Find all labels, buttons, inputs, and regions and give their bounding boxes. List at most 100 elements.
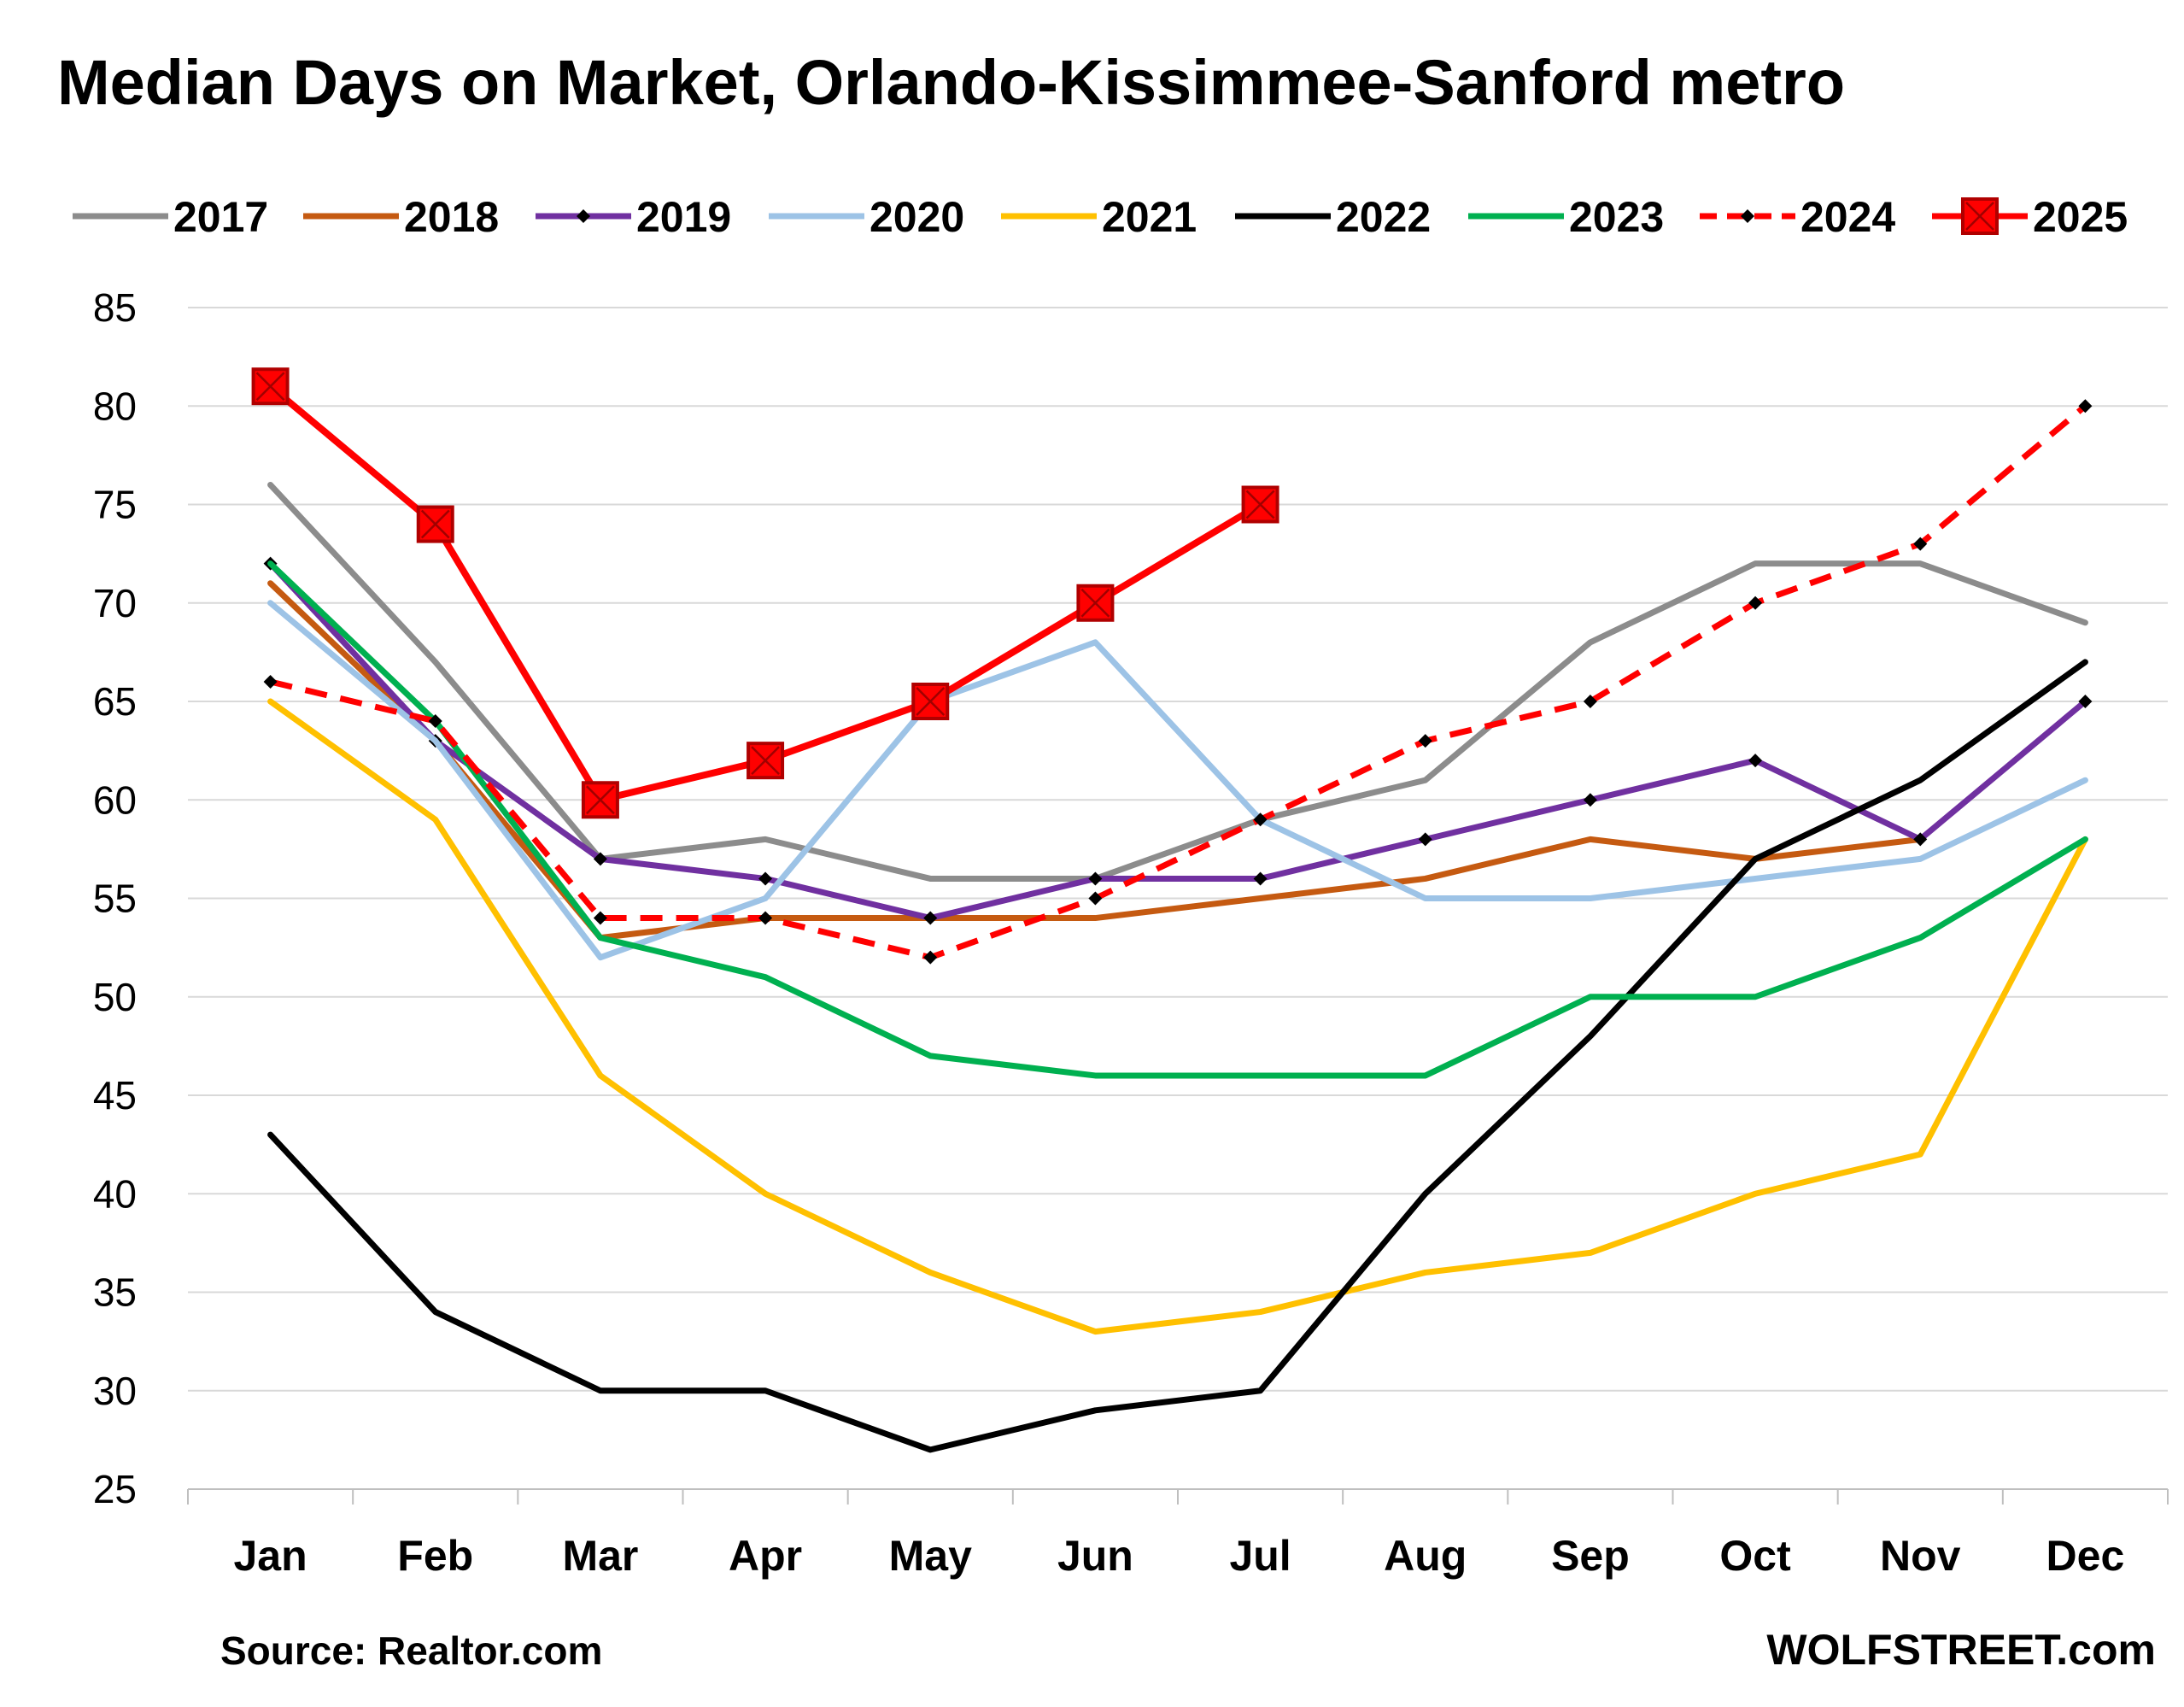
data-point-2025 (251, 367, 290, 406)
series-2022 (267, 659, 2088, 1453)
series-line-2018 (267, 580, 1923, 941)
gridlines (188, 307, 2168, 1392)
legend-label: 2018 (404, 193, 499, 241)
y-tick-label: 80 (93, 384, 137, 428)
data-point-2025 (1241, 485, 1279, 524)
data-point-2019 (923, 911, 938, 925)
legend-item-2022: 2022 (1235, 193, 1431, 241)
source-text: Source: Realtor.com (220, 1628, 602, 1673)
data-point-2024 (758, 911, 773, 925)
legend-item-2021: 2021 (1001, 193, 1197, 241)
data-point-2025 (1076, 584, 1115, 622)
data-point-2024 (1583, 695, 1597, 708)
series-2017 (267, 481, 2088, 882)
x-tick-label: Dec (2046, 1532, 2125, 1580)
series-line-2022 (267, 659, 2088, 1453)
y-tick-label: 85 (93, 285, 137, 330)
data-point-2024 (1748, 595, 1763, 610)
y-tick-label: 65 (93, 679, 137, 724)
series-2023 (267, 560, 2088, 1079)
x-tick-label: May (889, 1532, 972, 1580)
legend-item-2018: 2018 (303, 193, 499, 241)
data-point-2024 (428, 714, 442, 729)
legend: 2017 2018 2019 2020 2021 2022 2023 2024 2025 (73, 193, 2128, 241)
y-tick-label: 55 (93, 877, 137, 921)
data-point-2019 (1748, 754, 1763, 768)
x-tick-label: Feb (397, 1532, 473, 1580)
data-point-2024 (1088, 891, 1103, 906)
data-point-2024 (1253, 812, 1268, 827)
series-lines (251, 367, 2093, 1453)
legend-item-2023: 2023 (1468, 193, 1664, 241)
x-tick-label: Aug (1384, 1532, 1467, 1580)
y-tick-label: 50 (93, 975, 137, 1019)
y-tick-label: 75 (93, 483, 137, 527)
legend-item-2025: 2025 (1932, 193, 2128, 241)
data-point-2019 (2078, 695, 2093, 708)
series-2021 (267, 698, 2088, 1335)
data-point-2024 (263, 674, 278, 689)
x-axis: Jan Feb Mar Apr May Jun Jul Aug Sep Oct Nov Dec (187, 1488, 2169, 1580)
series-2025 (251, 367, 1279, 819)
data-point-2019 (593, 852, 607, 866)
x-tick-label: Apr (729, 1532, 802, 1580)
data-point-2024 (1418, 734, 1432, 748)
y-tick-label: 30 (93, 1369, 137, 1413)
x-tick-label: Mar (562, 1532, 638, 1580)
legend-label: 2022 (1336, 193, 1431, 241)
legend-label: 2017 (173, 193, 268, 241)
legend-label: 2025 (2033, 193, 2128, 241)
legend-label: 2019 (636, 193, 731, 241)
data-point-2019 (1253, 871, 1268, 886)
data-point-2019 (1913, 832, 1928, 847)
x-tick-label: Nov (1880, 1532, 1961, 1580)
series-2018 (267, 580, 1923, 941)
data-point-2025 (911, 683, 950, 720)
legend-item-2024: 2024 (1700, 193, 1895, 241)
series-line-2023 (267, 560, 2088, 1079)
series-line-2017 (267, 481, 2088, 882)
legend-label: 2020 (870, 193, 964, 241)
y-tick-label: 70 (93, 581, 137, 625)
series-line-2021 (267, 698, 2088, 1335)
series-2020 (267, 600, 2088, 961)
legend-item-2020: 2020 (769, 193, 964, 241)
data-point-2025 (416, 505, 454, 543)
data-point-2019 (1088, 871, 1103, 886)
x-tick-label: Jun (1057, 1532, 1133, 1580)
data-point-2024 (2078, 399, 2093, 414)
data-point-2024 (923, 950, 938, 965)
data-point-2019 (1418, 832, 1432, 847)
data-point-2025 (581, 781, 619, 819)
data-point-2019 (758, 871, 773, 886)
legend-marker (577, 209, 590, 223)
series-line-2024 (269, 403, 2087, 961)
chart-title: Median Days on Market, Orlando-Kissimmee… (57, 47, 1845, 118)
y-axis-ticks: 85 80 75 70 65 60 55 50 45 40 35 30 25 (93, 285, 137, 1511)
legend-label: 2024 (1800, 193, 1895, 241)
y-tick-label: 35 (93, 1270, 137, 1315)
y-tick-label: 60 (93, 777, 137, 822)
y-tick-label: 45 (93, 1073, 137, 1117)
series-2024 (263, 399, 2093, 965)
data-point-2024 (1913, 537, 1928, 551)
legend-label: 2023 (1569, 193, 1664, 241)
x-tick-label: Jul (1229, 1532, 1291, 1580)
data-point-2019 (1583, 793, 1597, 807)
legend-item-2019: 2019 (536, 193, 731, 241)
legend-label: 2021 (1102, 193, 1197, 241)
legend-item-2017: 2017 (73, 193, 268, 241)
data-point-2024 (593, 911, 607, 925)
x-tick-label: Jan (233, 1532, 307, 1580)
x-tick-label: Oct (1719, 1532, 1791, 1580)
series-line-2020 (267, 600, 2088, 961)
brand-text: WOLFSTREET.com (1766, 1626, 2156, 1674)
x-tick-label: Sep (1551, 1532, 1630, 1580)
series-line-2019 (267, 560, 2088, 922)
legend-marker (1961, 197, 1999, 235)
y-tick-label: 25 (93, 1467, 137, 1511)
legend-marker (1741, 209, 1754, 223)
data-point-2025 (747, 742, 785, 780)
y-tick-label: 40 (93, 1171, 137, 1216)
